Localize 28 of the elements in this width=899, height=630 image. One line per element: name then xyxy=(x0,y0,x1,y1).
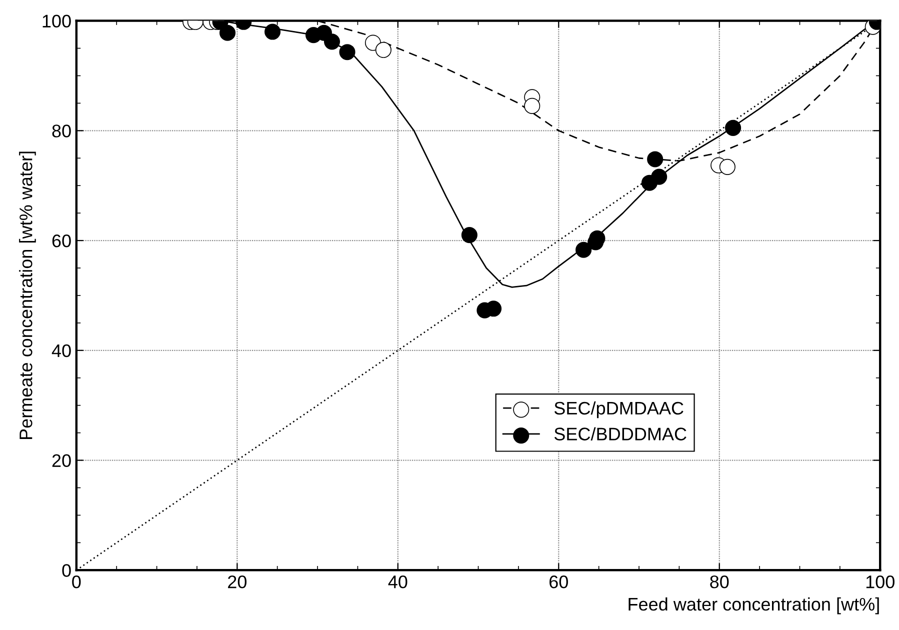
x-axis-title: Feed water concentration [wt%] xyxy=(628,597,879,614)
x-tick-label: 40 xyxy=(388,575,408,588)
point xyxy=(725,120,742,136)
point xyxy=(576,242,592,258)
point xyxy=(461,227,478,244)
x-tick-label: 80 xyxy=(710,575,729,588)
legend-label: SEC/BDDDMAC xyxy=(554,427,686,440)
x-tick-label: 0 xyxy=(72,575,81,588)
point xyxy=(524,98,540,114)
y-tick-label: 60 xyxy=(52,234,71,248)
y-axis-title: Permeate concentration [wt% water] xyxy=(19,152,36,439)
point xyxy=(651,168,668,185)
point xyxy=(219,24,236,41)
x-tick-label: 60 xyxy=(550,575,568,588)
y-tick-label: 20 xyxy=(52,454,71,467)
point xyxy=(647,151,664,168)
x-tick-label: 100 xyxy=(866,575,894,588)
y-tick-label: 80 xyxy=(52,124,71,138)
point xyxy=(264,24,281,40)
legend-label: SEC/pDMDAAC xyxy=(554,401,684,418)
y-tick-label: 0 xyxy=(62,564,71,577)
y-tick-label: 100 xyxy=(42,14,71,28)
x-tick-label: 20 xyxy=(228,575,246,588)
point xyxy=(719,158,736,175)
point xyxy=(375,42,392,58)
point xyxy=(324,34,340,50)
y-tick-label: 40 xyxy=(52,344,71,358)
point xyxy=(339,44,356,60)
